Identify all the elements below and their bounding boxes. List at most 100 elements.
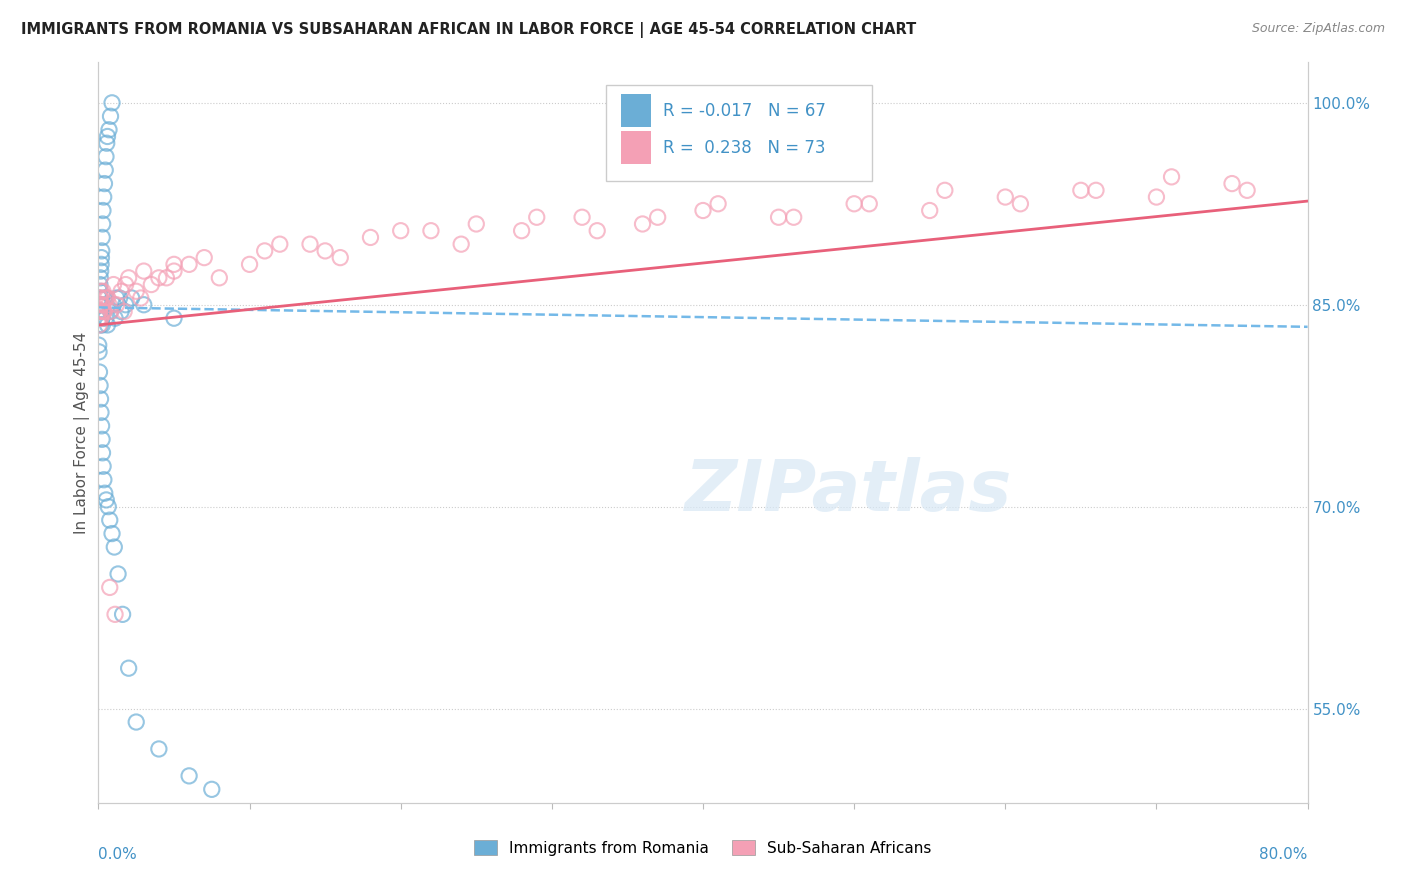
Point xyxy=(510,224,533,238)
Point xyxy=(93,304,115,318)
Point xyxy=(314,244,336,258)
Point xyxy=(118,661,141,675)
Point xyxy=(90,257,112,271)
Text: R = -0.017   N = 67: R = -0.017 N = 67 xyxy=(664,102,825,120)
Point xyxy=(89,365,111,379)
Point xyxy=(90,311,112,326)
Point xyxy=(1220,177,1243,191)
Point xyxy=(107,566,129,581)
Point xyxy=(93,304,115,318)
Point xyxy=(91,459,114,474)
Point xyxy=(93,177,115,191)
Point xyxy=(104,607,127,622)
Point xyxy=(87,344,110,359)
Point xyxy=(98,298,121,312)
Point xyxy=(89,285,111,299)
Point xyxy=(571,211,593,225)
Point xyxy=(90,392,112,406)
Point xyxy=(329,251,352,265)
Point xyxy=(87,304,110,318)
Text: 80.0%: 80.0% xyxy=(1260,847,1308,863)
Point xyxy=(89,304,111,318)
Point xyxy=(89,291,111,305)
Point xyxy=(111,607,134,622)
Point xyxy=(90,311,112,326)
Point xyxy=(90,304,112,318)
Point xyxy=(89,318,111,332)
Point xyxy=(91,298,114,312)
Point xyxy=(1010,196,1032,211)
Point xyxy=(87,338,110,352)
Point xyxy=(108,291,131,305)
Point xyxy=(994,190,1017,204)
Point xyxy=(105,298,128,312)
Point xyxy=(97,500,120,514)
Point xyxy=(87,311,110,326)
Point xyxy=(110,304,132,318)
Point xyxy=(89,298,111,312)
Point xyxy=(118,270,141,285)
Point xyxy=(179,769,201,783)
Point xyxy=(1160,169,1182,184)
Point xyxy=(91,203,114,218)
Point xyxy=(98,581,121,595)
Point xyxy=(94,311,117,326)
Point xyxy=(647,211,669,225)
Point xyxy=(100,109,122,123)
Point xyxy=(208,270,231,285)
Point xyxy=(104,311,127,326)
Point xyxy=(91,318,114,332)
Point xyxy=(91,433,114,447)
Point xyxy=(193,251,215,265)
Point xyxy=(89,291,111,305)
Legend: Immigrants from Romania, Sub-Saharan Africans: Immigrants from Romania, Sub-Saharan Afr… xyxy=(468,834,938,862)
Point xyxy=(90,418,112,433)
Point xyxy=(783,211,806,225)
Point xyxy=(692,203,714,218)
Point xyxy=(114,298,136,312)
Point xyxy=(90,264,112,278)
Point xyxy=(103,540,125,554)
Point xyxy=(91,446,114,460)
Point xyxy=(110,285,132,299)
Bar xyxy=(621,94,651,128)
Point xyxy=(101,526,124,541)
Point xyxy=(631,217,654,231)
Point xyxy=(129,291,152,305)
Bar xyxy=(621,131,651,164)
Point xyxy=(101,95,124,110)
Point xyxy=(132,298,155,312)
Point xyxy=(918,203,941,218)
Point xyxy=(1146,190,1168,204)
Point xyxy=(89,291,111,305)
Point xyxy=(90,251,112,265)
Point xyxy=(90,311,112,326)
Point xyxy=(465,217,488,231)
Point xyxy=(89,298,111,312)
Point xyxy=(141,277,163,292)
Point xyxy=(96,136,118,151)
Point xyxy=(90,298,112,312)
Point xyxy=(89,318,111,332)
Point xyxy=(90,285,112,299)
Point xyxy=(125,285,148,299)
Point xyxy=(148,270,170,285)
Point xyxy=(91,230,114,244)
Point xyxy=(201,782,224,797)
Point xyxy=(1085,183,1108,197)
Point xyxy=(93,291,115,305)
Point xyxy=(96,291,118,305)
Point xyxy=(100,304,122,318)
Point xyxy=(112,304,135,318)
Point xyxy=(389,224,412,238)
Point xyxy=(253,244,276,258)
Point xyxy=(155,270,177,285)
Point xyxy=(103,298,125,312)
Point xyxy=(91,217,114,231)
Point xyxy=(94,291,117,305)
Point xyxy=(91,304,114,318)
Point xyxy=(707,196,730,211)
Point xyxy=(114,277,136,292)
Point xyxy=(125,714,148,729)
Point xyxy=(269,237,291,252)
